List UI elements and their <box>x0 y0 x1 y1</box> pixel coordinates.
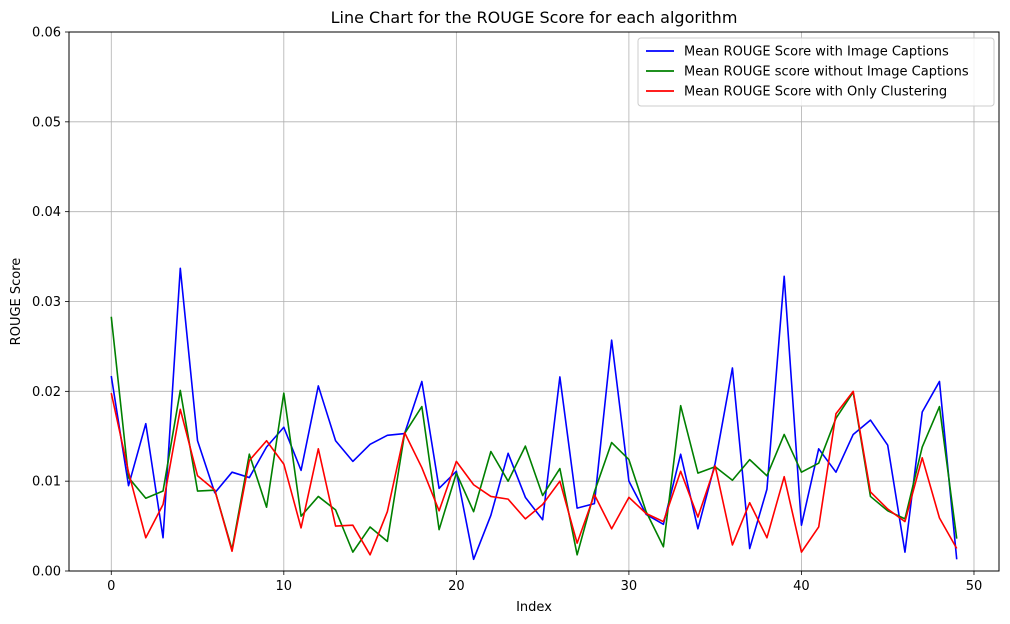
legend-entry-1: Mean ROUGE Score with Image Captions <box>684 45 949 60</box>
y-tick-label: 0.04 <box>32 205 61 220</box>
x-tick-label: 0 <box>107 579 115 594</box>
legend: Mean ROUGE Score with Image Captions Mean… <box>637 37 995 107</box>
y-tick-label: 0.03 <box>32 295 61 310</box>
x-tick-label: 20 <box>448 579 465 594</box>
legend-box <box>637 37 995 107</box>
y-axis-label: ROUGE Score <box>9 258 24 346</box>
y-axis-ticks: 0.00 0.01 0.02 0.03 0.04 0.05 0.06 <box>32 26 69 580</box>
x-tick-label: 30 <box>621 579 638 594</box>
x-tick-label: 10 <box>276 579 293 594</box>
series-lines <box>110 267 958 561</box>
x-tick-label: 50 <box>966 579 983 594</box>
series-line-1 <box>110 267 958 561</box>
legend-entry-2: Mean ROUGE score without Image Captions <box>684 65 969 80</box>
y-tick-label: 0.05 <box>32 115 61 130</box>
x-axis-ticks: 0 10 20 30 40 50 <box>107 571 982 594</box>
chart-title: Line Chart for the ROUGE Score for each … <box>331 8 738 27</box>
y-tick-label: 0.02 <box>32 385 61 400</box>
x-axis-label: Index <box>516 600 552 615</box>
x-tick-label: 40 <box>793 579 810 594</box>
y-tick-label: 0.06 <box>32 26 61 41</box>
series-line-3 <box>110 390 958 556</box>
y-tick-label: 0.00 <box>32 565 61 580</box>
legend-entry-3: Mean ROUGE Score with Only Clustering <box>684 85 947 100</box>
series-line-2 <box>110 316 958 556</box>
y-tick-label: 0.01 <box>32 475 61 490</box>
